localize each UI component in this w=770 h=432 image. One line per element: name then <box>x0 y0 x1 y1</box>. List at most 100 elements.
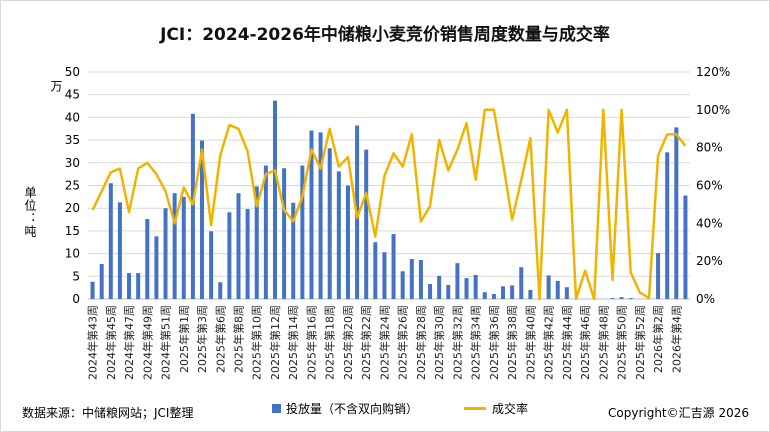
x-tick-label: 2025年第52周 <box>633 305 647 380</box>
right-tick-label: 0% <box>696 292 715 306</box>
legend-line-label: 成交率 <box>492 402 529 416</box>
bar <box>674 127 679 299</box>
bar <box>409 259 414 299</box>
bar <box>564 287 569 299</box>
bar <box>683 195 688 299</box>
bar <box>90 281 95 299</box>
bar <box>154 236 159 299</box>
bar <box>145 219 150 299</box>
legend-bar-swatch <box>272 404 281 413</box>
x-tick-label: 2025年第20周 <box>341 305 355 380</box>
x-tick-label: 2025年第3周 <box>195 305 209 373</box>
bar <box>446 284 451 299</box>
bar <box>482 292 487 299</box>
bar <box>455 263 460 299</box>
legend: 投放量（不含双向购销） 成交率 <box>272 400 528 417</box>
x-tick-label: 2024年第47周 <box>122 305 136 380</box>
left-tick-label: 15 <box>65 224 80 238</box>
bar <box>227 212 232 299</box>
x-tick-label: 2025年第22周 <box>359 305 373 380</box>
left-tick-label: 25 <box>65 179 80 193</box>
data-source: 数据来源：中储粮网站；JCI整理 <box>22 406 194 420</box>
x-tick-label: 2025年第14周 <box>286 305 300 380</box>
x-tick-label: 2025年第1周 <box>177 305 191 373</box>
x-tick-label: 2026年第4周 <box>669 305 683 373</box>
bar <box>99 264 104 299</box>
x-tick-label: 2026年第2周 <box>651 305 665 373</box>
left-tick-label: 50 <box>65 65 80 79</box>
bar <box>391 234 396 299</box>
bar <box>272 100 277 300</box>
bar <box>200 140 205 299</box>
bar <box>181 196 186 299</box>
bar <box>400 271 405 299</box>
left-tick-label: 30 <box>65 156 80 170</box>
x-tick-label: 2025年第18周 <box>323 305 337 380</box>
bar <box>300 165 305 299</box>
right-tick-label: 60% <box>696 179 723 193</box>
bar <box>418 259 423 299</box>
x-tick-label: 2025年第10周 <box>250 305 264 380</box>
x-tick-label: 2025年第8周 <box>232 305 246 373</box>
bar <box>656 253 661 299</box>
bar <box>108 183 113 299</box>
x-tick-label: 2025年第40周 <box>523 305 537 380</box>
x-tick-label: 2025年第32周 <box>450 305 464 380</box>
left-tick-label: 10 <box>65 247 80 261</box>
x-tick-label: 2025年第50周 <box>615 305 629 380</box>
right-tick-label: 80% <box>696 141 723 155</box>
bar <box>491 294 496 299</box>
x-tick-label: 2025年第34周 <box>469 305 483 380</box>
left-tick-label: 40 <box>65 110 80 124</box>
x-tick-label: 2025年第30周 <box>432 305 446 380</box>
left-tick-label: 45 <box>65 88 80 102</box>
bar <box>127 273 132 299</box>
x-tick-label: 2024年第45周 <box>104 305 118 380</box>
bar <box>190 113 195 299</box>
bar <box>209 231 214 299</box>
bar <box>254 186 259 299</box>
right-tick-label: 20% <box>696 254 723 268</box>
bar <box>519 267 524 299</box>
bar <box>136 273 141 299</box>
bar <box>318 132 323 299</box>
bar <box>510 285 515 299</box>
bar <box>628 298 633 299</box>
bar <box>245 209 250 299</box>
bar <box>327 148 332 299</box>
rate-line <box>91 108 687 301</box>
x-tick-label: 2025年第6周 <box>213 305 227 373</box>
x-tick-label: 2025年第16周 <box>304 305 318 380</box>
right-tick-label: 120% <box>696 65 730 79</box>
bar <box>172 193 177 299</box>
left-tick-label: 0 <box>72 292 80 306</box>
left-tick-label: 35 <box>65 133 80 147</box>
bar <box>473 274 478 299</box>
bar <box>464 278 469 299</box>
x-tick-label: 2025年第38周 <box>505 305 519 380</box>
x-tick-label: 2025年第24周 <box>377 305 391 380</box>
bar <box>665 152 670 299</box>
bar <box>373 242 378 299</box>
left-tick-label: 20 <box>65 201 80 215</box>
x-tick-label: 2025年第36周 <box>487 305 501 380</box>
x-tick-label: 2024年第43周 <box>86 305 100 380</box>
bar <box>163 208 168 299</box>
bar <box>555 280 560 299</box>
x-tick-label: 2025年第46周 <box>578 305 592 380</box>
bar <box>263 165 268 299</box>
x-tick-label: 2025年第42周 <box>542 305 556 380</box>
left-tick-label: 5 <box>72 269 80 283</box>
x-tick-label: 2025年第48周 <box>596 305 610 380</box>
bar <box>218 282 223 299</box>
bar <box>345 185 350 299</box>
bar <box>619 297 624 299</box>
bar <box>309 130 314 299</box>
bar <box>282 168 287 299</box>
left-axis-unit: 万 <box>49 80 63 92</box>
x-tick-label: 2025年第28周 <box>414 305 428 380</box>
x-tick-label: 2025年第12周 <box>268 305 282 380</box>
bar <box>610 298 615 299</box>
x-tick-label: 2024年第51周 <box>159 305 173 380</box>
